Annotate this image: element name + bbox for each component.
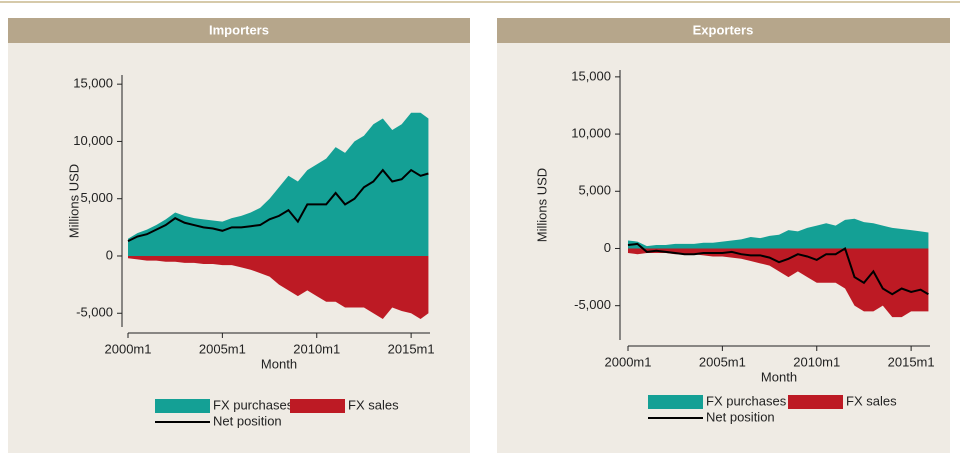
- y-tick-label: 0: [604, 240, 611, 255]
- y-tick-label: 0: [106, 247, 113, 262]
- y-tick-label: 10,000: [571, 126, 611, 141]
- y-tick-label: 5,000: [578, 183, 611, 198]
- x-axis-label: Month: [761, 369, 797, 384]
- line: [127, 168, 429, 242]
- x-tick-label: 2000m1: [105, 341, 152, 356]
- y-tick-label: 15,000: [73, 76, 113, 91]
- legend-label: FX purchases: [213, 397, 294, 412]
- y-axis-label: Millions USD: [534, 168, 549, 242]
- legend-label: Net position: [213, 413, 282, 428]
- x-tick-label: 2000m1: [605, 354, 652, 369]
- x-tick-label: 2015m1: [888, 354, 935, 369]
- legend-label: Net position: [706, 409, 775, 424]
- x-tick-label: 2015m1: [388, 341, 435, 356]
- x-axis-label: Month: [261, 356, 297, 371]
- x-tick-label: 2010m1: [293, 341, 340, 356]
- x-tick-label: 2005m1: [199, 341, 246, 356]
- panel-header: [8, 18, 470, 43]
- area: [628, 218, 929, 249]
- panel-title: Exporters: [693, 22, 754, 37]
- legend-swatch: [290, 399, 345, 413]
- y-tick-label: 15,000: [571, 68, 611, 83]
- area: [128, 255, 429, 319]
- y-axis-label: Millions USD: [66, 164, 81, 238]
- x-tick-label: 2005m1: [699, 354, 746, 369]
- area: [628, 248, 929, 318]
- legend-swatch: [155, 399, 210, 413]
- panel-header: [497, 18, 950, 43]
- legend-swatch: [788, 395, 843, 409]
- line: [627, 242, 929, 296]
- y-tick-label: -5,000: [574, 297, 611, 312]
- y-tick-label: 5,000: [80, 190, 113, 205]
- legend-label: FX sales: [846, 393, 897, 408]
- legend-label: FX purchases: [706, 393, 787, 408]
- area: [128, 112, 429, 256]
- y-tick-label: -5,000: [76, 305, 113, 320]
- x-tick-label: 2010m1: [793, 354, 840, 369]
- y-tick-label: 10,000: [73, 133, 113, 148]
- legend-swatch: [648, 395, 703, 409]
- legend-label: FX sales: [348, 397, 399, 412]
- panel-title: Importers: [209, 22, 269, 37]
